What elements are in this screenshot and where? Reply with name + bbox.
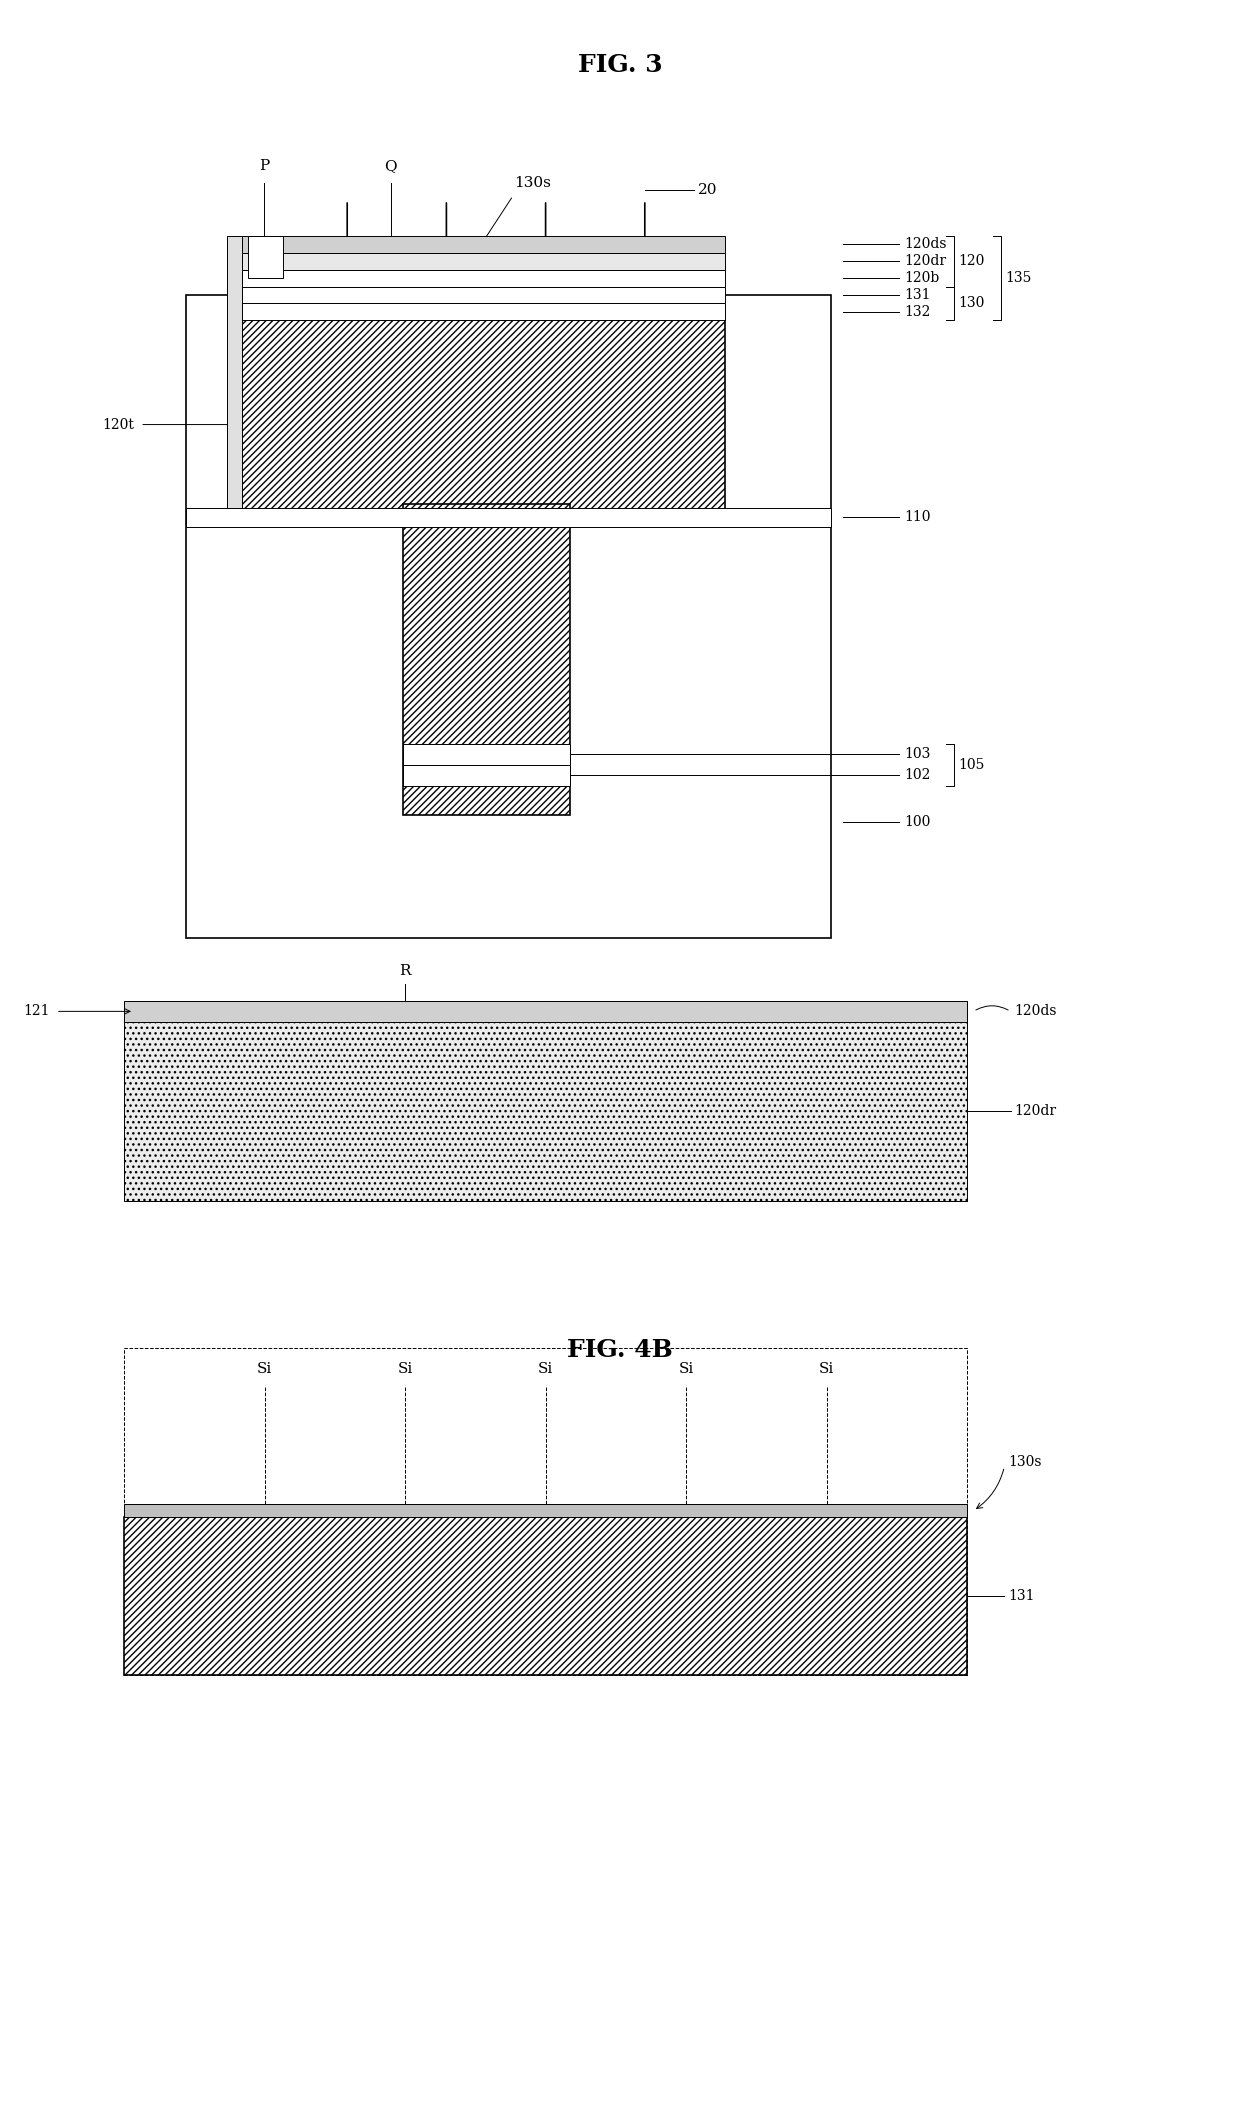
Bar [124, 1348, 967, 1675]
Text: 120ds: 120ds [1014, 1005, 1056, 1018]
Text: 102: 102 [904, 769, 930, 782]
Text: Si: Si [820, 1361, 835, 1376]
Bar [227, 236, 242, 510]
Bar [186, 508, 831, 527]
Bar [248, 236, 283, 278]
Bar [242, 270, 725, 287]
Bar [124, 1001, 967, 1022]
Text: 103: 103 [904, 748, 930, 761]
Bar [403, 765, 570, 786]
Text: P: P [259, 158, 269, 173]
Text: 105: 105 [959, 759, 985, 771]
Text: 120t: 120t [102, 417, 134, 432]
Bar [403, 504, 570, 815]
Text: 130: 130 [959, 297, 985, 310]
Bar [124, 1504, 967, 1517]
Text: 120b: 120b [904, 272, 939, 284]
Text: Si: Si [678, 1361, 693, 1376]
Text: 120dr: 120dr [904, 255, 946, 268]
Text: 20: 20 [698, 183, 718, 196]
Bar [124, 1022, 967, 1201]
Text: 135: 135 [1006, 272, 1032, 284]
Bar [242, 303, 725, 320]
Text: Si: Si [398, 1361, 413, 1376]
Text: 130s: 130s [515, 175, 551, 190]
Text: Si: Si [538, 1361, 553, 1376]
Text: FIG. 3: FIG. 3 [578, 53, 662, 76]
Text: 120dr: 120dr [1014, 1104, 1056, 1119]
Text: 100: 100 [904, 815, 930, 828]
Text: FIG. 4B: FIG. 4B [567, 1338, 673, 1361]
Text: FIG. 4A: FIG. 4A [568, 1075, 672, 1098]
Text: 130s: 130s [1008, 1456, 1042, 1469]
Bar [242, 236, 725, 253]
Bar [242, 287, 725, 303]
Text: 131: 131 [904, 289, 930, 301]
Bar [242, 320, 725, 510]
Bar [242, 253, 725, 270]
Bar [124, 1517, 967, 1675]
Bar [124, 1001, 967, 1201]
Text: 120ds: 120ds [904, 238, 946, 251]
Text: 131: 131 [1008, 1589, 1034, 1603]
Text: Q: Q [384, 158, 397, 173]
Text: 110: 110 [904, 510, 930, 525]
Text: 132: 132 [904, 306, 930, 318]
Text: R: R [399, 963, 410, 978]
Bar [186, 295, 831, 938]
Text: Si: Si [257, 1361, 272, 1376]
Bar [403, 744, 570, 765]
Text: 120: 120 [959, 255, 985, 268]
Text: 121: 121 [24, 1005, 50, 1018]
